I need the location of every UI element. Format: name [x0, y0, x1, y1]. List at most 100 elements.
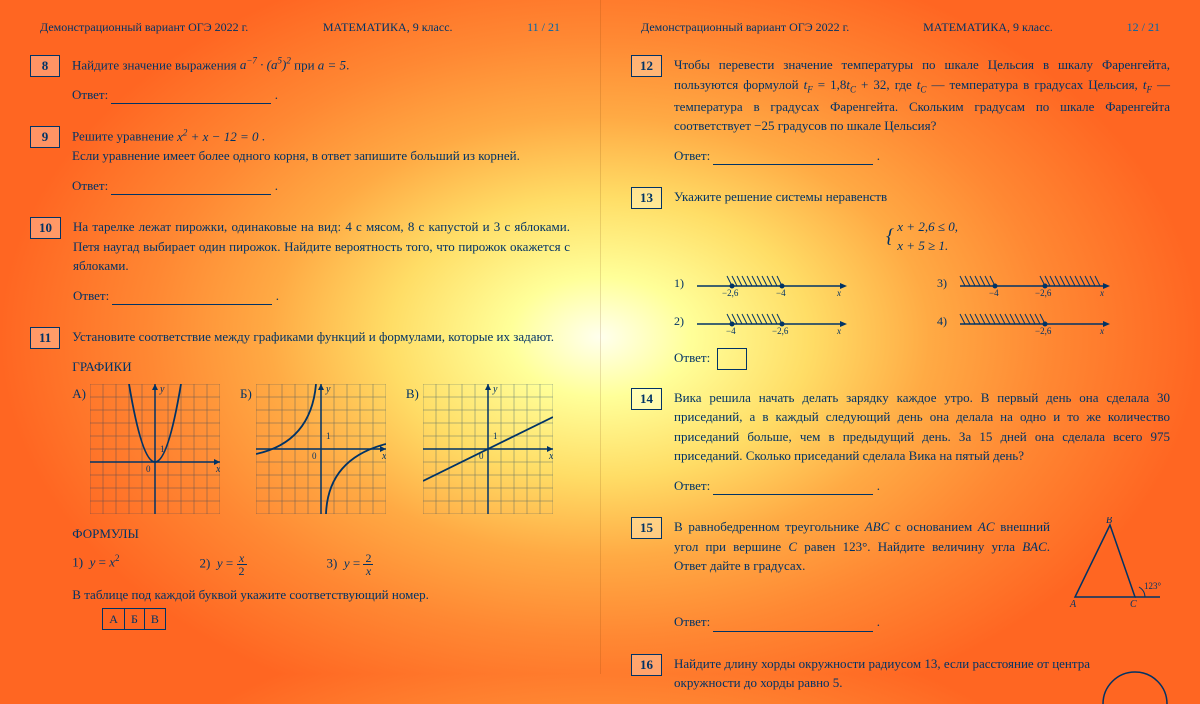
answer-row: Ответ:: [674, 348, 1170, 370]
answer-row: Ответ: .: [72, 176, 570, 196]
q8-text-suffix: при: [294, 57, 318, 72]
svg-text:x: x: [836, 288, 841, 298]
problem-9: 9 Решите уравнение x2 + x − 12 = 0 . Есл…: [30, 126, 570, 199]
answer-blank: [112, 291, 272, 305]
problem-number: 16: [631, 654, 662, 676]
answer-blank: [111, 90, 271, 104]
svg-text:123°: 123°: [1144, 581, 1162, 591]
answer-label: Ответ:: [674, 614, 710, 629]
svg-text:y: y: [492, 384, 498, 395]
graph-b: Б) x y 0: [240, 384, 386, 514]
graphs-row: А) x y 0 1: [72, 384, 570, 514]
problem-number: 13: [631, 187, 662, 209]
svg-text:y: y: [325, 384, 331, 395]
q8-cond: a = 5: [318, 57, 346, 72]
svg-text:B: B: [1106, 517, 1112, 526]
abv-a: А: [103, 609, 125, 630]
svg-text:0: 0: [146, 464, 151, 474]
answer-label: Ответ:: [72, 178, 108, 193]
page-header: Демонстрационный вариант ОГЭ 2022 г. МАТ…: [631, 20, 1170, 35]
answer-row: Ответ: .: [674, 146, 1170, 166]
svg-text:x: x: [1099, 326, 1104, 336]
numberline-2: −4 −2,6 x: [692, 306, 852, 336]
answer-row: Ответ: .: [674, 612, 1170, 632]
svg-text:x: x: [381, 451, 386, 462]
answer-blank: [713, 151, 873, 165]
q9-line2: Если уравнение имеет более одного корня,…: [72, 148, 520, 163]
problem-15: 15 B A C 123° В равнобедренном треугольн…: [631, 517, 1170, 636]
header-page-num: 11 / 21: [527, 20, 560, 35]
problem-16: 16 Найдите длину хорды окружности радиус…: [631, 654, 1170, 704]
problem-body: Решите уравнение x2 + x − 12 = 0 . Если …: [72, 126, 570, 199]
abv-b: Б: [124, 609, 144, 630]
svg-text:−4: −4: [726, 326, 736, 336]
q9-prefix: Решите уравнение: [72, 129, 177, 144]
header-title: Демонстрационный вариант ОГЭ 2022 г.: [641, 20, 849, 35]
problem-body: На тарелке лежат пирожки, одинаковые на …: [73, 217, 570, 309]
answer-box: [717, 348, 747, 370]
formulas-row: 1) y = x2 2) y = x2 3) y = 2x: [72, 552, 570, 577]
svg-text:x: x: [1099, 288, 1104, 298]
svg-text:−2,6: −2,6: [1035, 326, 1052, 336]
graph-label-v: В): [406, 384, 419, 404]
opt-3: 3) −4 −2,6 x: [937, 268, 1170, 298]
svg-text:1: 1: [160, 444, 165, 454]
problem-body: Найдите длину хорды окружности радиусом …: [674, 654, 1170, 704]
answer-row: Ответ: .: [72, 85, 570, 105]
svg-text:0: 0: [312, 451, 317, 461]
answer-blank: [713, 618, 873, 632]
answer-row: Ответ: .: [674, 476, 1170, 496]
svg-text:x: x: [215, 464, 220, 475]
svg-text:1: 1: [493, 431, 498, 441]
table-instruction: В таблице под каждой буквой укажите соот…: [72, 585, 570, 605]
ineq-system: { x + 2,6 ≤ 0, x + 5 ≥ 1.: [674, 217, 1170, 256]
header-page-num: 12 / 21: [1127, 20, 1160, 35]
q16-text: Найдите длину хорды окружности радиусом …: [674, 656, 1090, 691]
svg-text:−4: −4: [776, 288, 786, 298]
problem-body: Вика решила начать делать зарядку каждое…: [674, 388, 1170, 500]
numberline-1: −2,6 −4 x: [692, 268, 852, 298]
abv-table: А Б В: [102, 608, 166, 630]
answer-label: Ответ:: [674, 478, 710, 493]
problem-number: 9: [30, 126, 60, 148]
graph-a-svg: x y 0 1: [90, 384, 220, 514]
problem-number: 12: [631, 55, 662, 77]
problem-14: 14 Вика решила начать делать зарядку каж…: [631, 388, 1170, 500]
opt-1: 1) −2,6 −4 x: [674, 268, 907, 298]
q14-text: Вика решила начать делать зарядку каждое…: [674, 390, 1170, 464]
ineq-options: 1) −2,6 −4 x 3): [674, 268, 1170, 336]
svg-text:−2,6: −2,6: [722, 288, 739, 298]
problem-body: B A C 123° В равнобедренном треугольнике…: [674, 517, 1170, 636]
problem-13: 13 Укажите решение системы неравенств { …: [631, 187, 1170, 370]
answer-label: Ответ:: [73, 288, 109, 303]
answer-label: Ответ:: [674, 148, 710, 163]
header-title: Демонстрационный вариант ОГЭ 2022 г.: [40, 20, 248, 35]
svg-text:x: x: [548, 451, 553, 462]
svg-text:0: 0: [479, 451, 484, 461]
answer-row: Ответ: .: [73, 286, 570, 306]
problem-number: 10: [30, 217, 61, 239]
abv-v: В: [144, 609, 165, 630]
graph-a: А) x y 0 1: [72, 384, 220, 514]
svg-text:y: y: [159, 384, 165, 395]
problem-body: Установите соответствие между графиками …: [72, 327, 570, 630]
opt-4: 4) −2,6 x: [937, 306, 1170, 336]
problem-number: 11: [30, 327, 60, 349]
svg-text:−4: −4: [989, 288, 999, 298]
problem-number: 14: [631, 388, 662, 410]
numberline-3: −4 −2,6 x: [955, 268, 1115, 298]
q13-text: Укажите решение системы неравенств: [674, 189, 887, 204]
graph-v: В) x y 0 1: [406, 384, 553, 514]
svg-text:x: x: [836, 326, 841, 336]
problem-10: 10 На тарелке лежат пирожки, одинаковые …: [30, 217, 570, 309]
svg-text:A: A: [1069, 599, 1077, 610]
q8-text-prefix: Найдите значение выражения: [72, 57, 240, 72]
problem-number: 8: [30, 55, 60, 77]
graph-v-svg: x y 0 1: [423, 384, 553, 514]
page-11: Демонстрационный вариант ОГЭ 2022 г. МАТ…: [0, 0, 600, 674]
opt-2: 2) −4 −2,6 x: [674, 306, 907, 336]
svg-text:−2,6: −2,6: [1035, 288, 1052, 298]
answer-blank: [713, 481, 873, 495]
triangle-figure: B A C 123°: [1060, 517, 1170, 612]
problem-12: 12 Чтобы перевести значение температуры …: [631, 55, 1170, 169]
